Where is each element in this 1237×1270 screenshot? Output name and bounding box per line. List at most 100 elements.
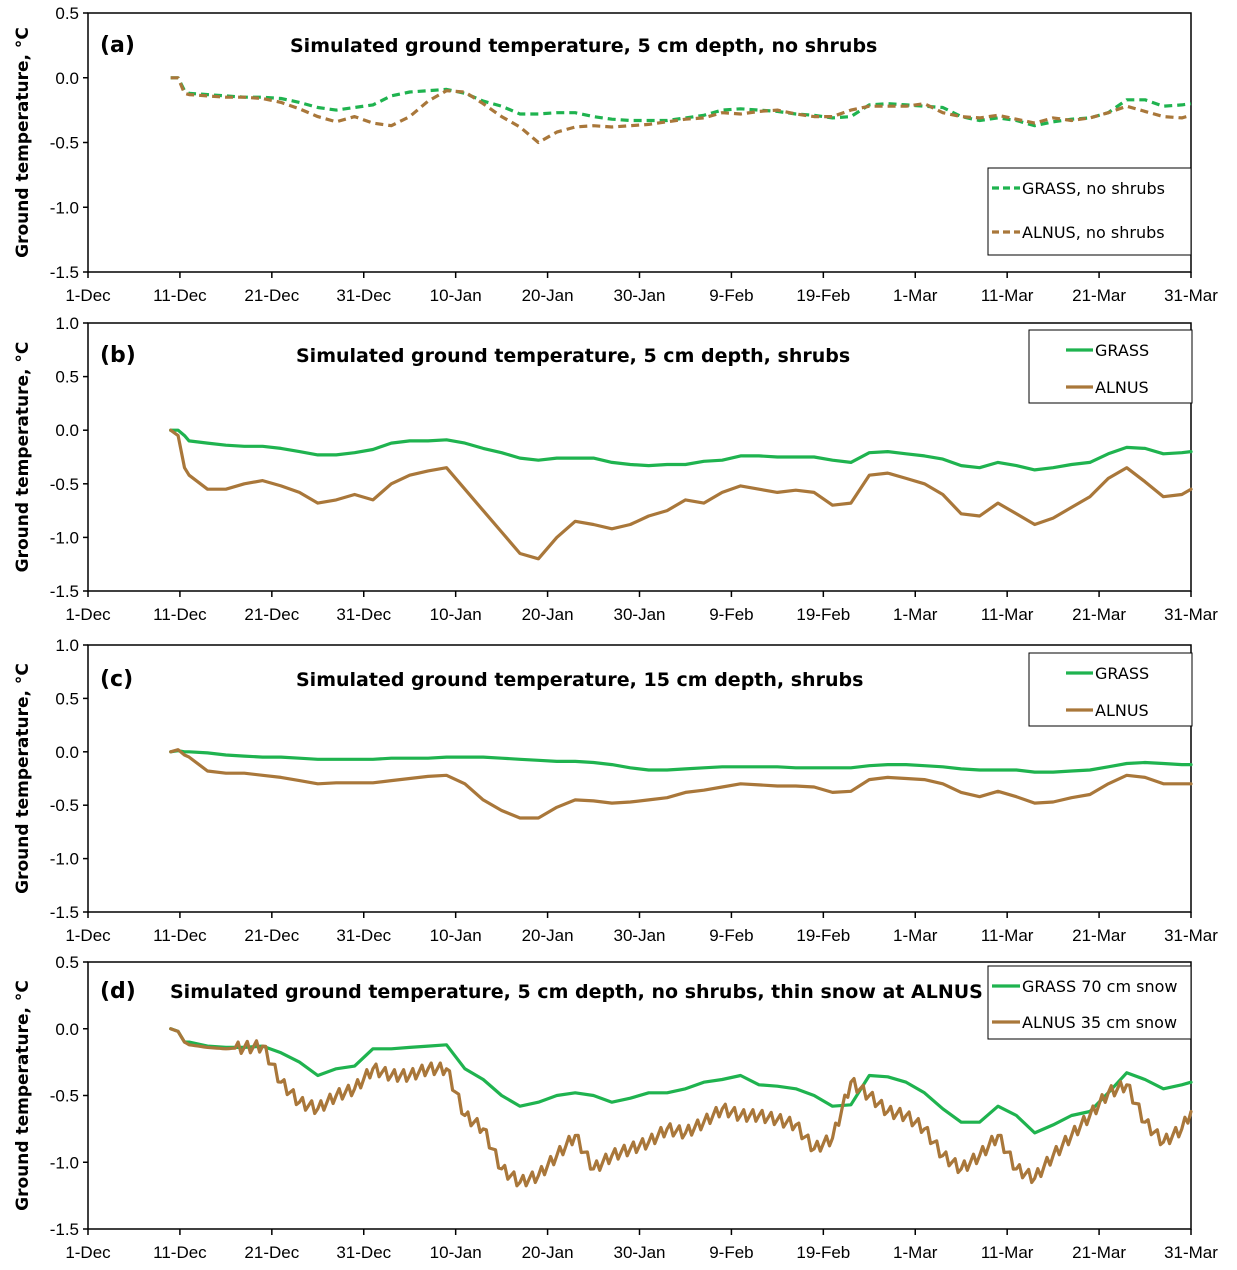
y-tick-label: -0.5: [50, 475, 79, 494]
legend-label: ALNUS 35 cm snow: [1022, 1013, 1177, 1032]
x-tick-label: 10-Jan: [430, 1243, 482, 1262]
series-line-alnus: [169, 748, 1193, 820]
y-axis-label: Ground temperature, °C: [13, 663, 33, 894]
x-tick-label: 1-Mar: [893, 926, 938, 945]
x-tick-label: 21-Dec: [244, 926, 299, 945]
y-tick-label: -1.0: [50, 1153, 79, 1172]
x-tick-label: 21-Mar: [1072, 605, 1126, 624]
x-tick-label: 31-Mar: [1164, 926, 1218, 945]
y-tick-label: 0.5: [55, 4, 79, 23]
x-tick-label: 21-Dec: [244, 605, 299, 624]
y-tick-label: -1.5: [50, 582, 79, 601]
x-tick-label: 10-Jan: [430, 926, 482, 945]
x-tick-label: 20-Jan: [522, 286, 574, 305]
legend-label: ALNUS: [1095, 378, 1149, 397]
x-tick-label: 30-Jan: [614, 605, 666, 624]
panel-letter: (b): [100, 343, 136, 368]
y-tick-label: 1.0: [55, 636, 79, 655]
x-tick-label: 1-Mar: [893, 1243, 938, 1262]
legend-box: [1028, 652, 1193, 727]
x-tick-label: 9-Feb: [709, 605, 753, 624]
series-line-alnus: [170, 76, 1192, 145]
x-tick-label: 19-Feb: [796, 1243, 850, 1262]
x-tick-label: 10-Jan: [430, 605, 482, 624]
y-tick-label: -0.5: [50, 1087, 79, 1106]
x-tick-label: 1-Dec: [65, 926, 111, 945]
y-tick-label: 0.5: [55, 953, 79, 972]
series-line-grass: [169, 1027, 1193, 1135]
x-tick-label: 31-Dec: [336, 286, 391, 305]
x-tick-label: 1-Dec: [65, 1243, 111, 1262]
x-tick-label: 11-Mar: [981, 1243, 1034, 1262]
x-tick-label: 21-Dec: [244, 286, 299, 305]
y-axis-label: Ground temperature, °C: [13, 980, 33, 1211]
series-line-grass: [169, 749, 1193, 774]
legend: GRASS ALNUS: [1028, 652, 1193, 727]
legend-label: GRASS: [1095, 341, 1149, 360]
x-tick-label: 20-Jan: [522, 1243, 574, 1262]
chart-panel-a: 0.5 0.0 -0.5 -1.0 -1.5 1-Dec 11-Dec 21-Dec 31-De…: [13, 4, 1218, 305]
chart-panel-b: 1.0 0.5 0.0 -0.5 -1.0 -1.5 1-Dec 11-Dec 21-Dec 31…: [13, 314, 1218, 624]
series-line-alnus: [169, 428, 1193, 561]
y-tick-label: 0.0: [55, 1020, 79, 1039]
legend-label: GRASS, no shrubs: [1022, 179, 1165, 198]
series-line-grass: [170, 76, 1192, 128]
x-tick-label: 31-Mar: [1164, 605, 1218, 624]
y-tick-label: -0.5: [50, 134, 79, 153]
x-tick-label: 31-Dec: [336, 926, 391, 945]
x-tick-label: 20-Jan: [522, 605, 574, 624]
chart-title: Simulated ground temperature, 15 cm dept…: [296, 669, 863, 691]
x-tick-label: 1-Mar: [893, 605, 938, 624]
x-tick-label: 9-Feb: [709, 926, 753, 945]
legend-box: [987, 965, 1192, 1040]
y-tick-label: 1.0: [55, 314, 79, 333]
x-tick-label: 11-Dec: [153, 926, 207, 945]
x-tick-label: 1-Mar: [893, 286, 938, 305]
x-tick-label: 20-Jan: [522, 926, 574, 945]
x-tick-label: 11-Dec: [153, 1243, 207, 1262]
x-tick-label: 31-Mar: [1164, 286, 1218, 305]
y-tick-label: -1.0: [50, 528, 79, 547]
x-tick-label: 31-Dec: [336, 1243, 391, 1262]
legend-box: [987, 167, 1192, 256]
y-axis-label: Ground temperature, °C: [13, 27, 33, 258]
x-tick-label: 30-Jan: [614, 926, 666, 945]
chart-title: Simulated ground temperature, 5 cm depth…: [170, 981, 983, 1003]
x-tick-label: 11-Dec: [153, 286, 207, 305]
y-axis-label: Ground temperature, °C: [13, 342, 33, 573]
y-tick-label: -1.5: [50, 1220, 79, 1239]
legend-label: GRASS: [1095, 664, 1149, 683]
y-tick-label: 0.0: [55, 69, 79, 88]
x-tick-label: 21-Mar: [1072, 1243, 1126, 1262]
chart-title: Simulated ground temperature, 5 cm depth…: [296, 345, 850, 367]
x-tick-label: 11-Mar: [981, 926, 1034, 945]
x-tick-label: 21-Mar: [1072, 286, 1126, 305]
legend-box: [1028, 329, 1193, 404]
legend: GRASS, no shrubs ALNUS, no shrubs: [987, 167, 1192, 256]
series-line-alnus: [169, 1027, 1193, 1188]
y-tick-label: -1.5: [50, 903, 79, 922]
y-tick-label: -1.5: [50, 263, 79, 282]
legend-label: ALNUS: [1095, 701, 1149, 720]
chart-panel-d: 0.5 0.0 -0.5 -1.0 -1.5 1-Dec 11-Dec 21-Dec 31-De…: [13, 953, 1218, 1262]
x-tick-label: 31-Dec: [336, 605, 391, 624]
chart-panel-c: 1.0 0.5 0.0 -0.5 -1.0 -1.5 1-Dec 11-Dec 21-Dec 31…: [13, 636, 1218, 945]
x-tick-label: 30-Jan: [614, 1243, 666, 1262]
x-tick-label: 11-Mar: [981, 286, 1034, 305]
y-tick-label: 0.5: [55, 368, 79, 387]
chart-title: Simulated ground temperature, 5 cm depth…: [290, 35, 877, 57]
x-tick-label: 11-Mar: [981, 605, 1034, 624]
x-tick-label: 21-Dec: [244, 1243, 299, 1262]
x-tick-label: 11-Dec: [153, 605, 207, 624]
x-tick-label: 31-Mar: [1164, 1243, 1218, 1262]
panel-letter: (a): [100, 33, 135, 58]
legend: GRASS ALNUS: [1028, 329, 1193, 404]
x-tick-label: 19-Feb: [796, 605, 850, 624]
panel-letter: (c): [100, 667, 133, 692]
x-tick-label: 10-Jan: [430, 286, 482, 305]
legend: GRASS 70 cm snow ALNUS 35 cm snow: [987, 965, 1192, 1040]
x-tick-label: 30-Jan: [614, 286, 666, 305]
legend-label: ALNUS, no shrubs: [1022, 223, 1165, 242]
x-tick-label: 9-Feb: [709, 1243, 753, 1262]
